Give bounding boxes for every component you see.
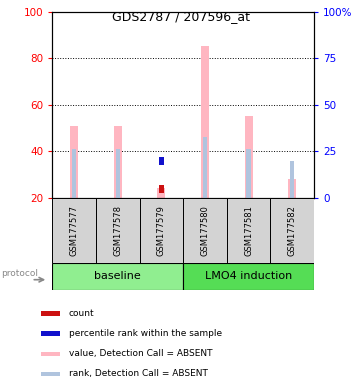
- Text: rank, Detection Call = ABSENT: rank, Detection Call = ABSENT: [69, 369, 208, 378]
- Bar: [203, 137, 207, 198]
- Text: protocol: protocol: [1, 269, 38, 278]
- Bar: [227, 198, 270, 263]
- Bar: [201, 46, 209, 198]
- Bar: [157, 189, 165, 198]
- Bar: [96, 198, 140, 263]
- Text: GDS2787 / 207596_at: GDS2787 / 207596_at: [112, 10, 249, 23]
- Bar: [114, 126, 122, 198]
- Bar: [41, 372, 60, 376]
- Bar: [72, 149, 76, 198]
- Bar: [116, 149, 120, 198]
- Bar: [245, 116, 253, 198]
- Bar: [247, 149, 251, 198]
- Bar: [41, 311, 60, 316]
- Bar: [41, 331, 60, 336]
- Text: GSM177577: GSM177577: [70, 205, 79, 256]
- Text: GSM177581: GSM177581: [244, 205, 253, 256]
- Text: GSM177582: GSM177582: [288, 205, 297, 256]
- Bar: [41, 351, 60, 356]
- Bar: [290, 161, 295, 198]
- Text: GSM177580: GSM177580: [200, 205, 209, 256]
- Bar: [140, 198, 183, 263]
- Bar: [52, 198, 96, 263]
- Bar: [70, 126, 78, 198]
- Text: baseline: baseline: [94, 271, 141, 281]
- Text: value, Detection Call = ABSENT: value, Detection Call = ABSENT: [69, 349, 212, 358]
- Text: count: count: [69, 309, 94, 318]
- Bar: [52, 263, 183, 290]
- Text: LMO4 induction: LMO4 induction: [205, 271, 292, 281]
- Bar: [158, 157, 164, 165]
- Bar: [159, 185, 164, 193]
- Bar: [183, 263, 314, 290]
- Bar: [270, 198, 314, 263]
- Text: percentile rank within the sample: percentile rank within the sample: [69, 329, 222, 338]
- Bar: [288, 179, 296, 198]
- Bar: [183, 198, 227, 263]
- Text: GSM177578: GSM177578: [113, 205, 122, 256]
- Text: GSM177579: GSM177579: [157, 205, 166, 256]
